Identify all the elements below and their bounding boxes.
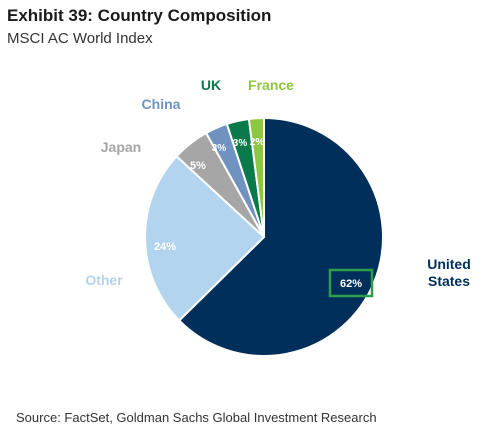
category-label-china: China xyxy=(142,96,181,112)
category-label-united-states: United States xyxy=(427,256,471,289)
category-label-japan: Japan xyxy=(101,139,141,155)
value-label-other: 24% xyxy=(154,241,176,253)
source-note: Source: FactSet, Goldman Sachs Global In… xyxy=(16,410,377,425)
category-label-france: France xyxy=(248,77,294,93)
value-label-uk: 3% xyxy=(233,138,248,149)
value-label-united-states: 62% xyxy=(340,278,362,290)
highlight-box xyxy=(328,268,374,298)
value-label-france: 2% xyxy=(250,137,265,148)
chart-title: Exhibit 39: Country Composition xyxy=(7,6,272,25)
chart-subtitle: MSCI AC World Index xyxy=(7,30,153,47)
value-label-china: 3% xyxy=(212,143,227,154)
category-label-other: Other xyxy=(85,272,123,288)
category-label-uk: UK xyxy=(201,77,221,93)
pie-slice-other xyxy=(144,154,266,322)
value-label-japan: 5% xyxy=(190,160,206,172)
pie-slice-france xyxy=(247,116,265,238)
